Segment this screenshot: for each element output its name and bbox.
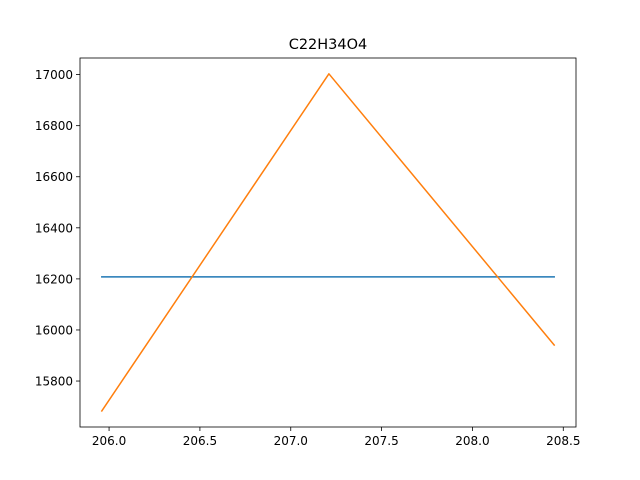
x-tick-label: 206.0 [92,434,126,448]
y-tick-label: 16200 [35,272,73,286]
series-line-2 [100,73,556,412]
y-tick-label: 16600 [35,170,73,184]
x-tick-label: 208.5 [546,434,580,448]
y-tick-label: 16400 [35,221,73,235]
y-tick-label: 17000 [35,68,73,82]
y-tick-label: 16800 [35,119,73,133]
chart-title: C22H34O4 [289,37,368,53]
y-tick-label: 16000 [35,323,73,337]
y-tick-label: 15800 [35,375,73,389]
plot-area-frame [79,57,577,428]
x-tick-label: 206.5 [183,434,217,448]
x-tick-label: 207.5 [364,434,398,448]
x-tick-label: 207.0 [274,434,308,448]
x-tick-label: 208.0 [455,434,489,448]
